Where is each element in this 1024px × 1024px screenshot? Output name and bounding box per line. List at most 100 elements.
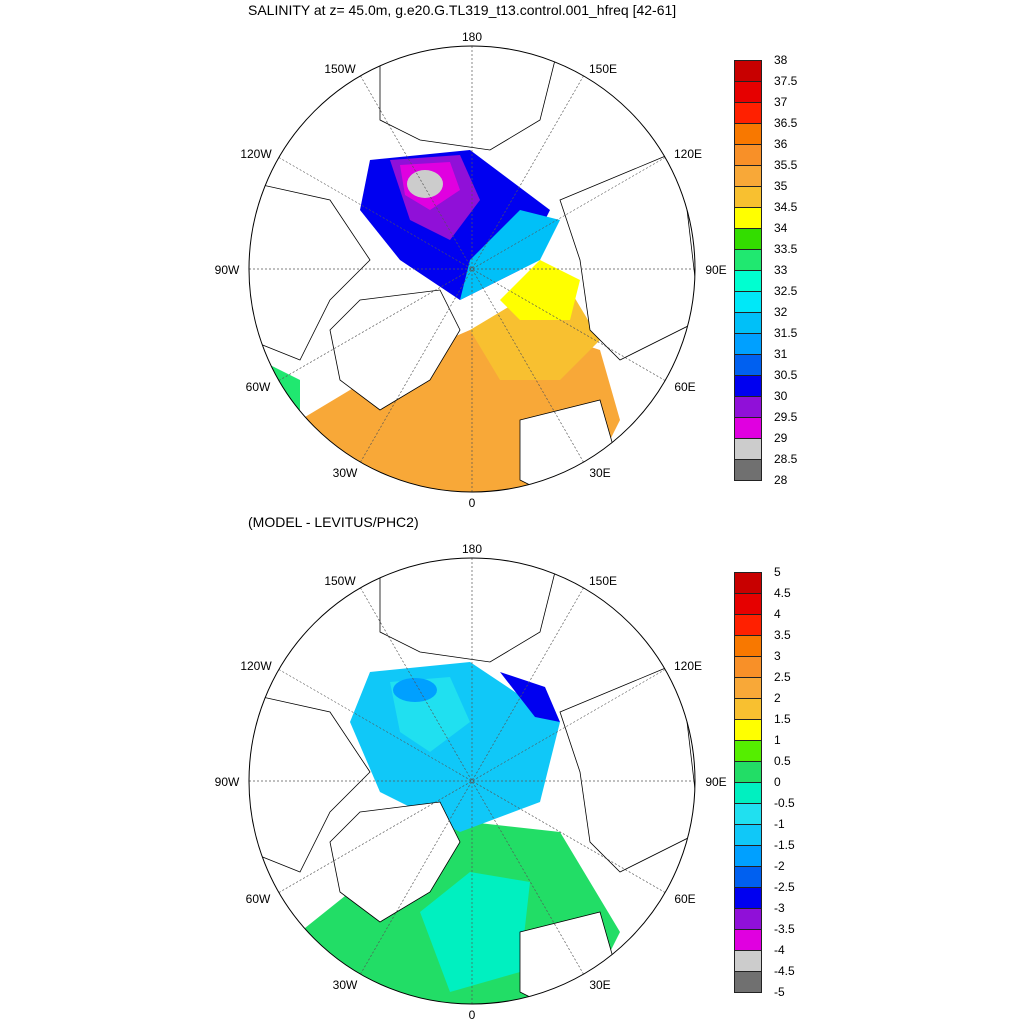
colorbar-tick-label: 36 [774,137,788,151]
colorbar-swatch [734,102,762,124]
panel2-polar-map: 180 150W 150E 120W 120E 90W 90E 60W 60E … [215,542,727,1022]
colorbar-tick-label: 0 [774,775,781,789]
panel1-marginal-region [460,210,560,300]
panel2-siberian-shelf [500,672,560,722]
colorbar-swatch [734,929,762,951]
colorbar-swatch [734,207,762,229]
panel2-lon-30e: 30E [589,978,610,992]
panel1-lon-150w: 150W [324,62,356,76]
panel1-lon-120w: 120W [240,147,272,161]
colorbar-swatch [734,593,762,615]
colorbar-swatch [734,417,762,439]
colorbar-swatch [734,459,762,481]
colorbar-swatch [734,740,762,762]
colorbar-tick-label: 1.5 [774,712,791,726]
panel1-lon-30w: 30W [333,466,358,480]
panel1-shelf-region [500,260,580,320]
colorbar-tick-label: 2 [774,691,781,705]
colorbar-swatch [734,144,762,166]
colorbar-swatch [734,333,762,355]
colorbar-tick-label: 34.5 [774,200,798,214]
colorbar-tick-label: 28 [774,473,788,487]
colorbar-swatch [734,312,762,334]
colorbar-tick-label: 2.5 [774,670,791,684]
colorbar-swatch [734,950,762,972]
panel1-greenland [329,289,461,411]
colorbar-tick-label: 3.5 [774,628,791,642]
panel1-lon-150e: 150E [589,62,617,76]
panel2-lon-150w: 150W [324,574,356,588]
panel2-lon-30w: 30W [333,978,358,992]
colorbar-swatch [734,165,762,187]
colorbar-tick-label: 29.5 [774,410,798,424]
panel2-lon-0: 0 [469,1008,476,1022]
colorbar-swatch [734,698,762,720]
panel1-lon-60e: 60E [674,380,695,394]
colorbar-tick-label: 37 [774,95,788,109]
colorbar-tick-label: 1 [774,733,781,747]
colorbar-swatch [734,614,762,636]
panel2-lon-90e: 90E [705,775,726,789]
panel2-lon-120e: 120E [674,659,702,673]
colorbar-tick-label: 29 [774,431,788,445]
colorbar-tick-label: -2 [774,859,785,873]
colorbar-tick-label: 32 [774,305,788,319]
colorbar-swatch [734,291,762,313]
panel2-lon-180: 180 [462,542,482,556]
colorbar-swatch [734,677,762,699]
panel1-lon-180: 180 [462,30,482,44]
colorbar-tick-label: 33.5 [774,242,798,256]
colorbar-swatch [734,971,762,993]
panel1-lon-120e: 120E [674,147,702,161]
colorbar-tick-label: 37.5 [774,74,798,88]
colorbar-swatch [734,228,762,250]
panel1-lon-0: 0 [469,496,476,510]
colorbar-swatch [734,375,762,397]
colorbar-tick-label: 35.5 [774,158,798,172]
colorbar-swatch [734,354,762,376]
panel2-lon-120w: 120W [240,659,272,673]
panel1-lon-90e: 90E [705,263,726,277]
colorbar-tick-label: -3 [774,901,785,915]
panel1-title: SALINITY at z= 45.0m, g.e20.G.TL319_t13.… [248,2,677,18]
colorbar-tick-label: 32.5 [774,284,798,298]
panel1-alaska [379,46,561,151]
colorbar-tick-label: -2.5 [774,880,795,894]
panel2-title: (MODEL - LEVITUS/PHC2) [248,514,419,530]
colorbar-tick-label: -4 [774,943,785,957]
colorbar-tick-label: 30 [774,389,788,403]
colorbar-tick-label: 28.5 [774,452,798,466]
colorbar-tick-label: 4.5 [774,586,791,600]
colorbar-tick-label: 34 [774,221,788,235]
colorbar-tick-label: -1.5 [774,838,795,852]
colorbar-swatch [734,123,762,145]
panel2-alaska [379,558,561,663]
colorbar-swatch [734,438,762,460]
colorbar-swatch [734,249,762,271]
colorbar-tick-label: -5 [774,985,785,999]
panel2-lon-150e: 150E [589,574,617,588]
colorbar-tick-label: 33 [774,263,788,277]
colorbar-swatch [734,887,762,909]
colorbar-swatch [734,270,762,292]
colorbar-tick-label: 3 [774,649,781,663]
panel1-lon-30e: 30E [589,466,610,480]
colorbar-tick-label: 4 [774,607,781,621]
panel1-min-core [407,170,443,198]
panel2-greenland [329,801,461,923]
colorbar-swatch [734,908,762,930]
colorbar-swatch [734,60,762,82]
colorbar-tick-label: -1 [774,817,785,831]
colorbar-swatch [734,845,762,867]
panel2-neg-patch [393,678,437,702]
colorbar-swatch [734,782,762,804]
colorbar-tick-label: -3.5 [774,922,795,936]
colorbar-tick-label: 31.5 [774,326,798,340]
panel1-lon-60w: 60W [246,380,271,394]
colorbar-swatch [734,803,762,825]
colorbar-tick-label: 31 [774,347,788,361]
colorbar-swatch [734,396,762,418]
panel2-atlantic-core [420,872,530,992]
colorbar-tick-label: 36.5 [774,116,798,130]
colorbar-tick-label: 38 [774,53,788,67]
